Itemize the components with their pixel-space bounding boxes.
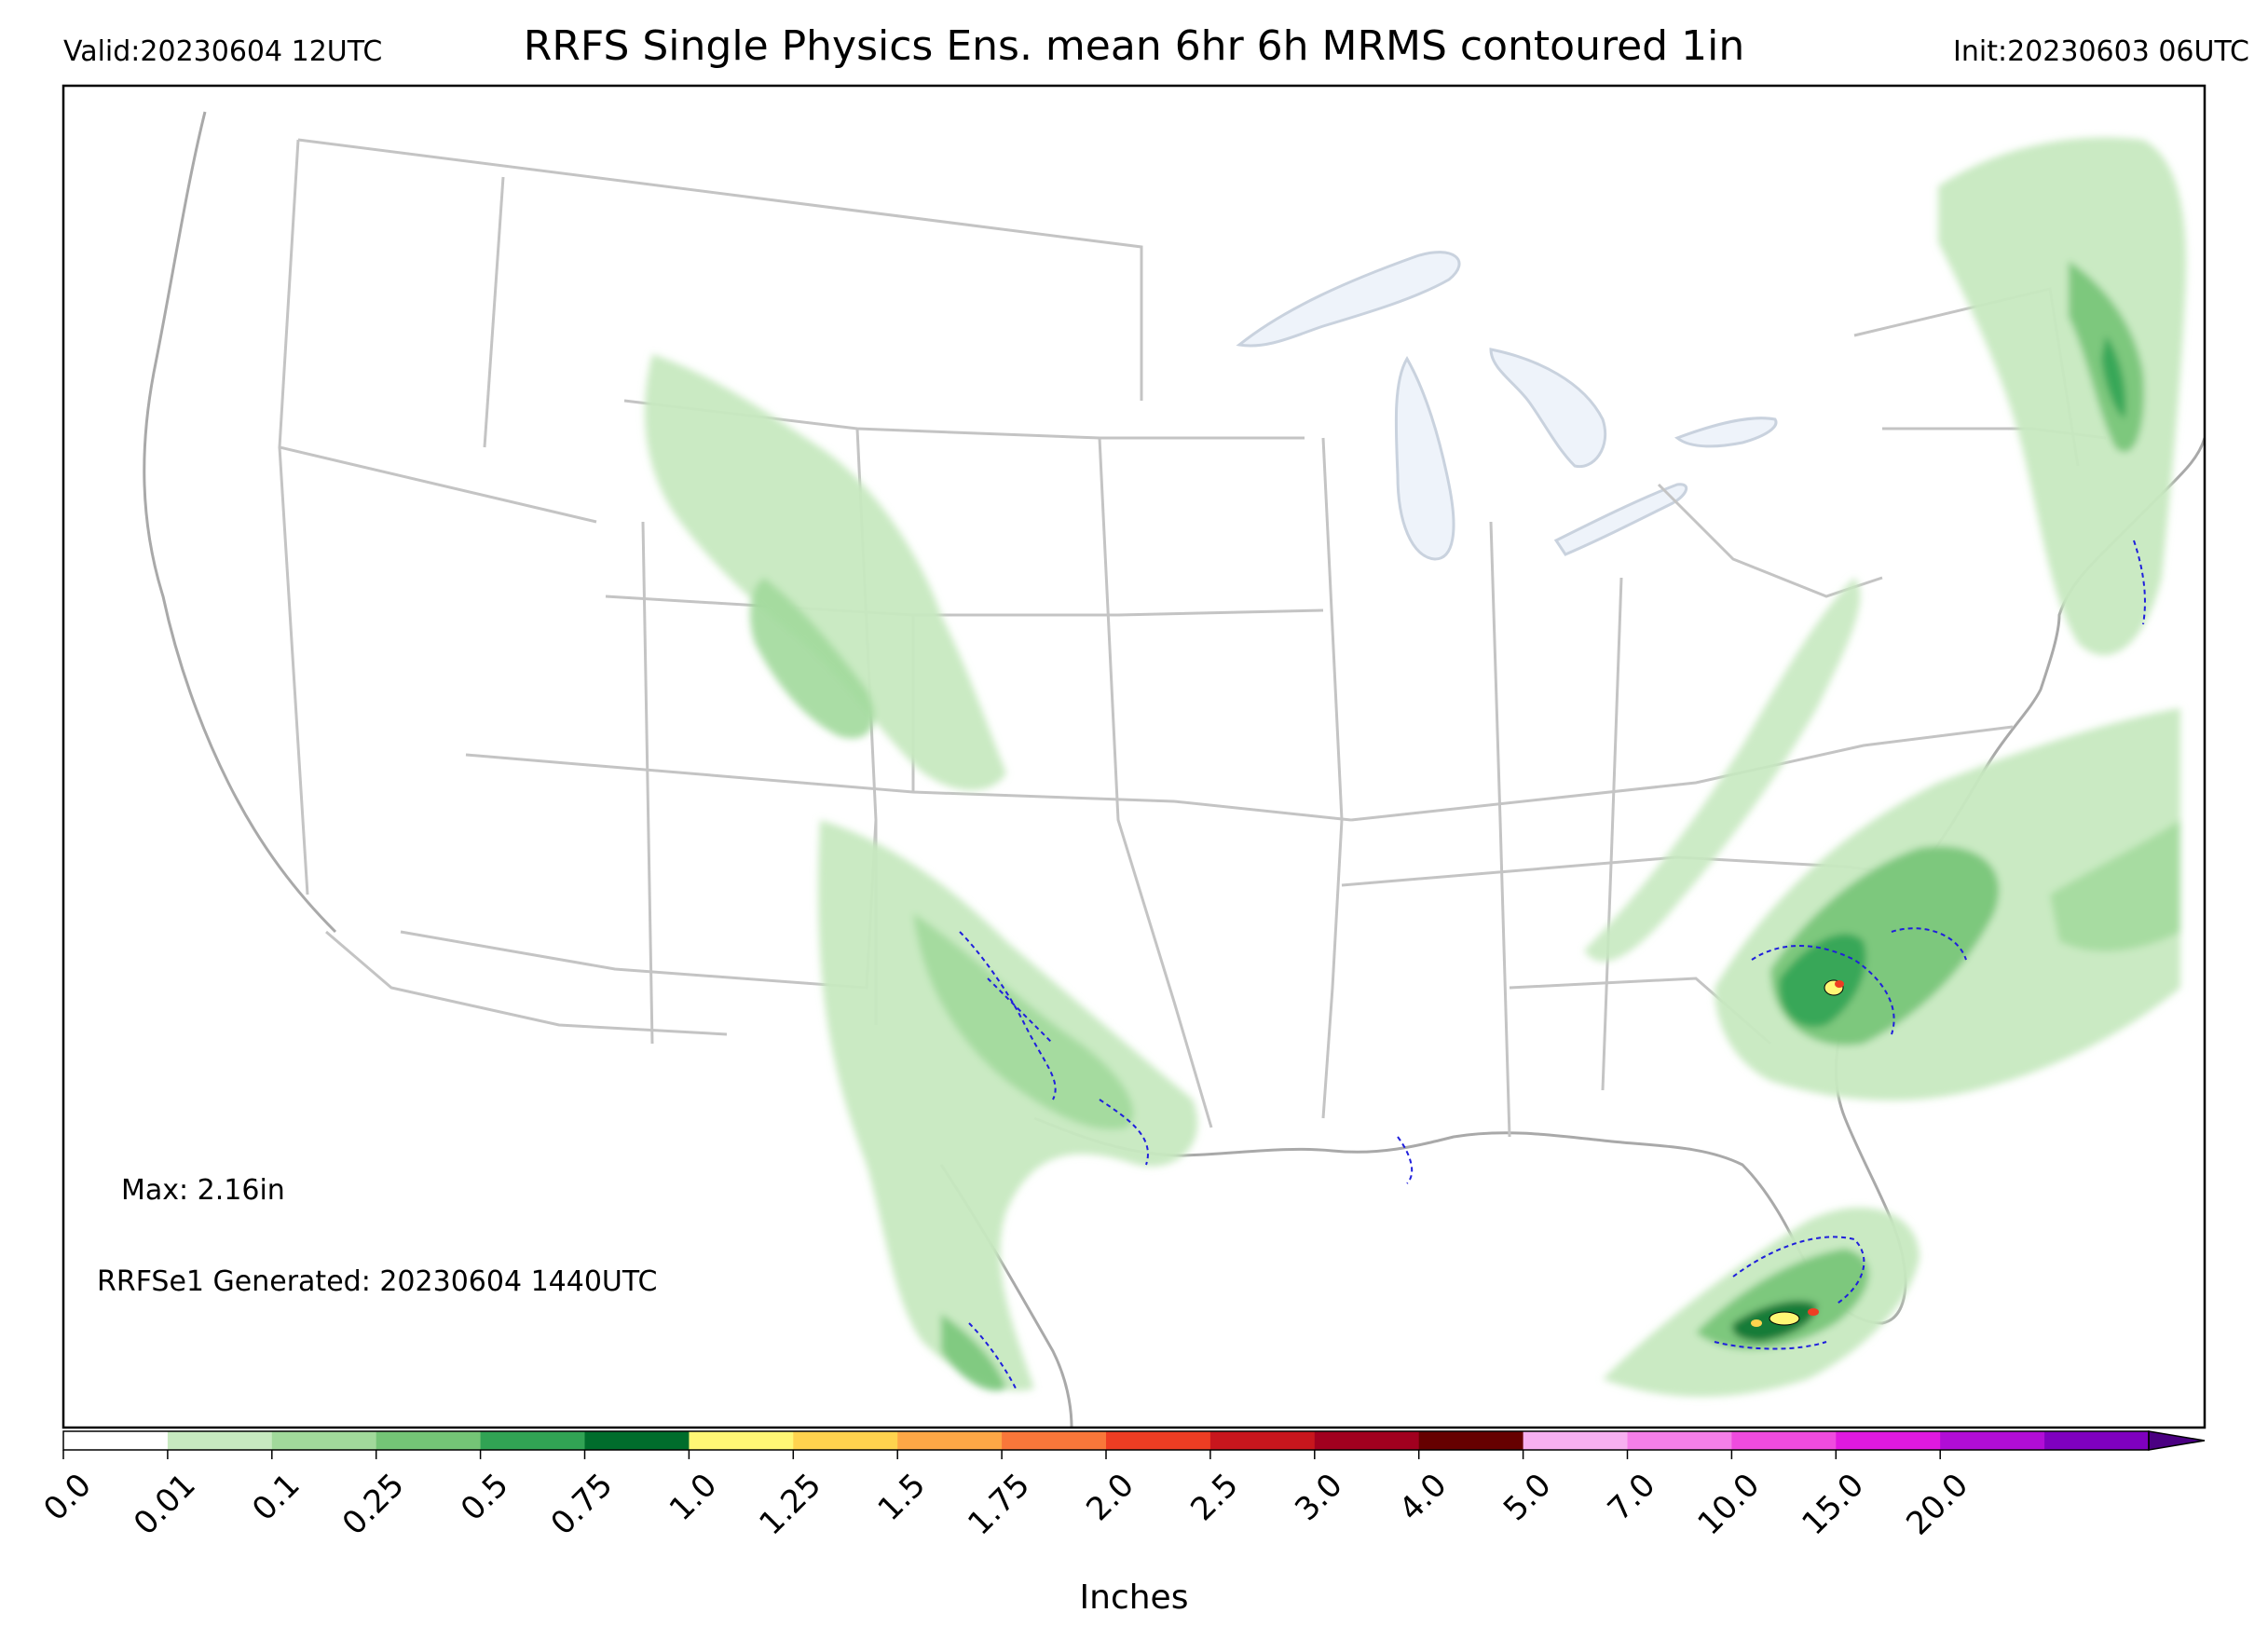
colorbar-tick-label: 10.0 <box>1690 1467 1767 1543</box>
colorbar-segment <box>1002 1431 1107 1450</box>
precip-appalachia <box>1584 578 1861 962</box>
valid-time: Valid:20230604 12UTC <box>63 35 383 68</box>
max-value-note: Max: 2.16in <box>121 1174 285 1207</box>
precip-newengland-peak <box>2101 335 2126 419</box>
colorbar-segment <box>1418 1431 1524 1450</box>
colorbar-tick-label: 1.25 <box>752 1467 828 1543</box>
precip-rockies <box>644 354 1006 791</box>
colorbar-segment <box>1314 1431 1420 1450</box>
colorbar-tick-label: 4.0 <box>1392 1467 1455 1529</box>
colorbar-segment <box>1836 1431 1941 1450</box>
colorbar-tick-label: 0.25 <box>335 1467 412 1543</box>
map-layers <box>143 111 2205 1428</box>
colorbar-tick-label: 3.0 <box>1288 1467 1350 1529</box>
lake-erie <box>1553 483 1687 556</box>
colorbar: 0.0 0.01 0.1 0.25 0.5 0.75 1.0 1.25 1.5 1.75 2.0 2.… <box>36 1430 2206 1543</box>
cell-florida-yellow <box>1769 1311 1800 1326</box>
colorbar-tick-label: 0.5 <box>454 1467 516 1529</box>
figure-title: RRFS Single Physics Ens. mean 6hr 6h MRM… <box>523 22 1745 70</box>
lake-ontario <box>1674 417 1778 448</box>
colorbar-tick-label: 0.01 <box>127 1467 203 1543</box>
colorbar-segment <box>1106 1431 1211 1450</box>
colorbar-segment <box>167 1431 273 1450</box>
colorbar-segment <box>584 1431 690 1450</box>
precip-carolinas-core <box>1779 934 1866 1028</box>
lake-michigan <box>1394 356 1455 561</box>
colorbar-segment <box>1940 1431 2045 1450</box>
intense-cells <box>1751 979 1844 1327</box>
cell-florida-orange <box>1751 1319 1762 1327</box>
colorbar-segment <box>897 1431 1003 1450</box>
colorbar-tick-label: 0.1 <box>245 1467 307 1529</box>
colorbar-segment <box>2044 1431 2150 1450</box>
colorbar-segment <box>376 1431 482 1450</box>
colorbar-segment <box>793 1431 898 1450</box>
colorbar-label: Inches <box>1079 1578 1189 1617</box>
colorbar-segment <box>1523 1431 1628 1450</box>
colorbar-extend-arrow <box>2148 1430 2206 1451</box>
colorbar-tick-label: 20.0 <box>1899 1467 1975 1543</box>
colorbar-tick-label: 2.5 <box>1183 1467 1246 1529</box>
colorbar-tick-label: 7.0 <box>1601 1467 1663 1529</box>
precip-texas-south <box>941 1314 1006 1391</box>
colorbar-tick-label: 5.0 <box>1496 1467 1559 1529</box>
colorbar-segment <box>1627 1431 1732 1450</box>
colorbar-segment <box>689 1431 794 1450</box>
colorbar-segment <box>1731 1431 1837 1450</box>
colorbar-tick-label: 2.0 <box>1079 1467 1141 1529</box>
init-time: Init:20230603 06UTC <box>1953 35 2249 68</box>
precip-newengland <box>1938 137 2187 656</box>
generated-note: RRFSe1 Generated: 20230604 1440UTC <box>97 1265 658 1298</box>
colorbar-tick-label: 1.0 <box>663 1467 725 1529</box>
cell-florida-red <box>1808 1308 1819 1316</box>
precip-atlantic-east <box>2050 820 2180 951</box>
colorbar-segment <box>1209 1431 1316 1450</box>
mrms-contours <box>959 540 2146 1389</box>
cell-carolina-red <box>1835 980 1844 988</box>
precip-texas <box>818 820 1198 1391</box>
lake-huron <box>1489 348 1607 469</box>
lake-superior <box>1236 251 1461 348</box>
colorbar-tick-label: 1.75 <box>961 1467 1037 1543</box>
map-background <box>63 86 2205 1428</box>
colorbar-segment <box>63 1431 169 1450</box>
colorbar-tick-label: 1.5 <box>871 1467 934 1529</box>
state-borders <box>278 138 2107 1138</box>
colorbar-tick-label: 0.75 <box>544 1467 621 1543</box>
precip-fields <box>644 137 2187 1397</box>
great-lakes <box>1236 251 1778 561</box>
colorbar-tick-label: 15.0 <box>1795 1467 1871 1543</box>
colorbar-segment <box>271 1431 377 1450</box>
colorbar-segment <box>480 1431 585 1450</box>
map-frame <box>61 84 2207 1429</box>
colorbar-tick-label: 0.0 <box>36 1467 99 1529</box>
precip-colorado <box>749 578 875 739</box>
